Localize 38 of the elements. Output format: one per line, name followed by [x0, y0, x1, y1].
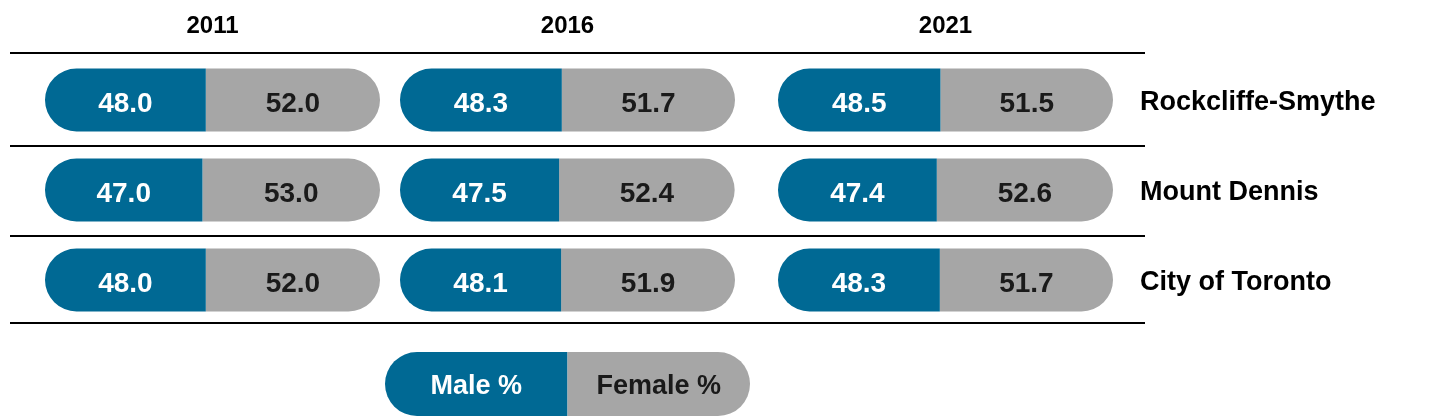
data-label: 47.0: [96, 177, 151, 208]
bar: [939, 248, 1113, 312]
bar: [400, 248, 562, 312]
chart-title: 2016: [540, 11, 595, 38]
data-label: 51.7: [999, 267, 1054, 298]
data-label: 48.0: [98, 267, 153, 298]
bar: [778, 158, 937, 222]
bar: [778, 68, 941, 132]
text: Female %: [596, 370, 722, 400]
data-label: 51.9: [620, 267, 676, 298]
data-label: 48.3: [831, 267, 887, 298]
bar: [559, 158, 735, 222]
y-tick-label: Rockcliffe-Smythe: [1140, 86, 1376, 116]
data-label: 51.7: [621, 87, 676, 118]
data-label: 52.0: [265, 267, 321, 298]
data-label: 53.0: [263, 177, 319, 208]
data-label: 48.0: [98, 87, 153, 118]
chart-title: 2011: [186, 11, 239, 38]
bar: [561, 68, 735, 132]
bar: [400, 158, 560, 222]
bar: [940, 68, 1113, 132]
bar: [561, 248, 735, 312]
bar: [400, 68, 562, 132]
data-label: 48.3: [453, 87, 509, 118]
data-label: 48.5: [831, 87, 887, 118]
data-label: 52.0: [265, 87, 321, 118]
data-label: 51.5: [999, 87, 1054, 118]
y-tick-label: Mount Dennis: [1140, 176, 1319, 206]
data-label: 47.4: [830, 177, 886, 208]
data-label: 47.5: [452, 177, 507, 208]
text: Male %: [430, 370, 523, 400]
bar: [778, 248, 940, 312]
data-label: 52.4: [619, 177, 675, 208]
y-tick-label: City of Toronto: [1140, 266, 1332, 296]
data-label: 48.1: [453, 267, 508, 298]
chart-title: 2021: [918, 11, 973, 38]
data-label: 52.6: [997, 177, 1053, 208]
bar: [936, 158, 1113, 222]
